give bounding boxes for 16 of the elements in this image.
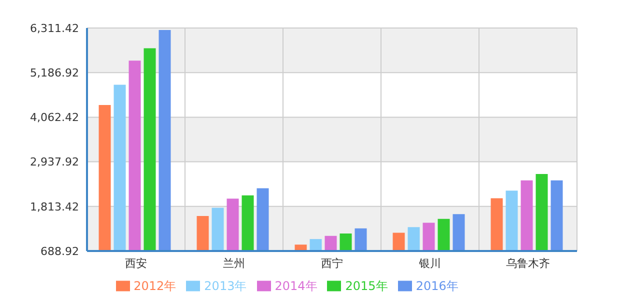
legend-label: 2014年 [274,279,318,293]
x-tick-label: 西安 [125,256,147,270]
x-tick-label: 乌鲁木齐 [506,256,550,270]
legend-label: 2015年 [345,279,388,293]
y-tick-label: 5,186.92 [30,66,79,80]
y-tick-label: 2,937.92 [30,156,79,169]
y-tick-label: 688.92 [40,244,79,258]
legend-label: 2012年 [134,279,176,293]
y-tick-label: 4,062.42 [30,111,79,124]
legend-label: 2016年 [416,279,458,293]
legend-label: 2013年 [204,279,247,293]
x-tick-label: 兰州 [223,256,245,270]
x-tick-label: 西宁 [321,256,343,270]
y-tick-label: 6,311.42 [30,22,79,35]
y-tick-label: 1,813.42 [30,200,79,214]
x-tick-label: 银川 [418,256,441,270]
